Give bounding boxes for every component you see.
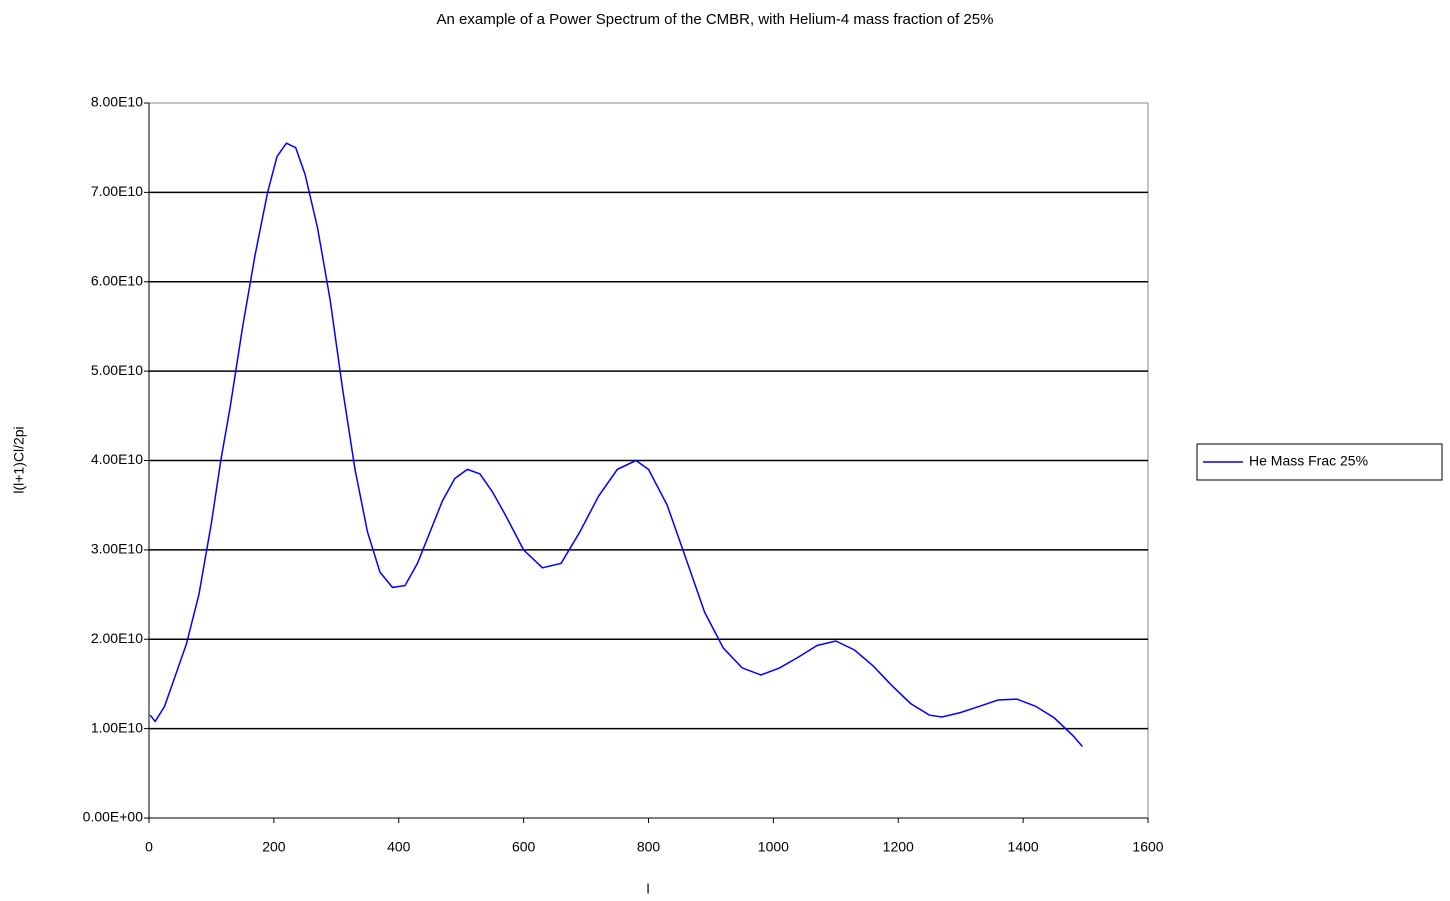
x-tick-label: 1200 — [883, 839, 914, 855]
x-tick-label: 200 — [262, 839, 286, 855]
y-axis-label: l(l+1)Cl/2pi — [11, 426, 27, 493]
y-tick-label: 5.00E10 — [91, 362, 143, 378]
y-tick-label: 4.00E10 — [91, 451, 143, 467]
x-tick-label: 1000 — [758, 839, 789, 855]
x-tick-label: 0 — [145, 839, 153, 855]
y-tick-label: 6.00E10 — [91, 272, 143, 288]
y-tick-label: 8.00E10 — [91, 94, 143, 110]
x-tick-label: 1400 — [1008, 839, 1039, 855]
chart-title: An example of a Power Spectrum of the CM… — [437, 11, 994, 28]
y-tick-label: 7.00E10 — [91, 183, 143, 199]
x-tick-label: 1600 — [1132, 839, 1163, 855]
x-tick-label: 800 — [637, 839, 661, 855]
y-tick-label: 2.00E10 — [91, 630, 143, 646]
x-tick-label: 600 — [512, 839, 536, 855]
legend-label: He Mass Frac 25% — [1249, 453, 1368, 469]
x-tick-label: 400 — [387, 839, 411, 855]
y-tick-label: 1.00E10 — [91, 719, 143, 735]
y-tick-label: 0.00E+00 — [83, 809, 144, 825]
x-axis-label: l — [646, 881, 649, 897]
data-line — [149, 142, 1083, 747]
y-tick-label: 3.00E10 — [91, 541, 143, 557]
